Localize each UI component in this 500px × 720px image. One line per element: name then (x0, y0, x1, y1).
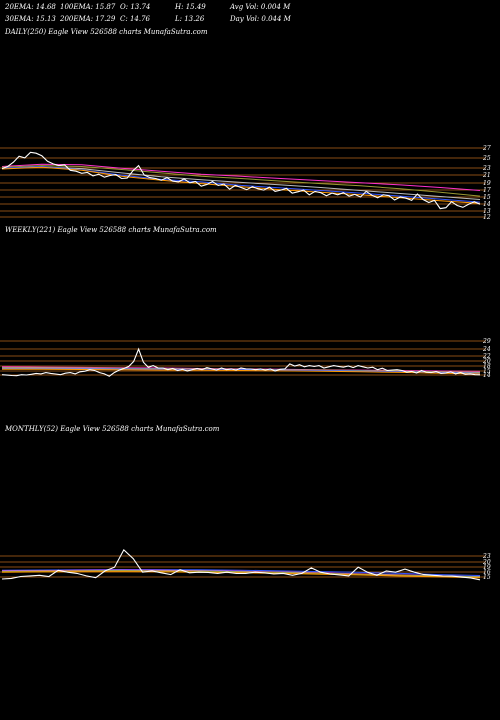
weekly-price-line (1, 347, 481, 377)
daily-tick-label: 15 (483, 194, 491, 201)
weekly-tick-label: 24 (482, 346, 491, 353)
daily-price-line (1, 151, 481, 210)
weekly-tick-label: 29 (482, 338, 491, 345)
daily-ema-line-4 (1, 166, 481, 204)
monthly-tick-label: 16 (483, 569, 491, 576)
daily-tick-label: 13 (483, 208, 491, 215)
monthly-ema-line-3 (1, 570, 481, 578)
avg-vol-stat: Avg Vol: 0.004 M (230, 3, 291, 11)
monthly-tick-label: 19 (483, 564, 491, 571)
daily-tick-label: 21 (482, 172, 491, 179)
weekly-tick-label: 15 (483, 368, 491, 375)
header-row-2: 30EMA: 15.13 200EMA: 17.29 C: 14.76 L: 1… (5, 15, 495, 24)
monthly-tick-label: 15 (483, 574, 491, 581)
low-stat: L: 13.26 (175, 15, 205, 23)
daily-tick-label: 19 (483, 180, 491, 187)
daily-tick-label: 27 (482, 145, 491, 152)
monthly-price-line (1, 549, 481, 581)
monthly-chart-title: MONTHLY(52) Eagle View 526588 charts Mun… (5, 425, 220, 433)
ema20-stat: 20EMA: 14.68 (5, 3, 56, 11)
monthly-ema-line-4 (1, 571, 481, 579)
daily-tick-label: 23 (482, 165, 491, 172)
header-row-1: 20EMA: 14.68 100EMA: 15.87 O: 13.74 H: 1… (5, 3, 495, 12)
monthly-tick-label: 20 (482, 559, 491, 566)
daily-tick-label: 17 (483, 187, 491, 194)
high-stat: H: 15.49 (175, 3, 206, 11)
ema100-stat: 100EMA: 15.87 (60, 3, 116, 11)
weekly-tick-label: 14 (483, 372, 491, 379)
weekly-chart-title: WEEKLY(221) Eagle View 526588 charts Mun… (5, 226, 217, 234)
weekly-tick-label: 18 (483, 363, 491, 370)
day-vol-stat: Day Vol: 0.044 M (230, 15, 291, 23)
daily-ema-line-0 (1, 163, 481, 191)
close-stat: C: 14.76 (120, 15, 150, 23)
open-stat: O: 13.74 (120, 3, 151, 11)
ema200-stat: 200EMA: 17.29 (60, 15, 116, 23)
daily-ema-line-2 (1, 166, 481, 200)
daily-tick-label: 25 (482, 155, 491, 162)
daily-chart-title: DAILY(250) Eagle View 526588 charts Muna… (5, 28, 208, 36)
daily-tick-label: 14 (483, 201, 491, 208)
daily-tick-label: 12 (483, 214, 491, 221)
monthly-ema-line-0 (1, 568, 481, 576)
weekly-tick-label: 20 (482, 358, 491, 365)
weekly-ema-line-4 (2, 368, 481, 375)
ema30-stat: 30EMA: 15.13 (5, 15, 56, 23)
weekly-tick-label: 22 (482, 353, 491, 360)
monthly-tick-label: 23 (482, 553, 491, 560)
daily-ema-line-1 (1, 165, 481, 197)
